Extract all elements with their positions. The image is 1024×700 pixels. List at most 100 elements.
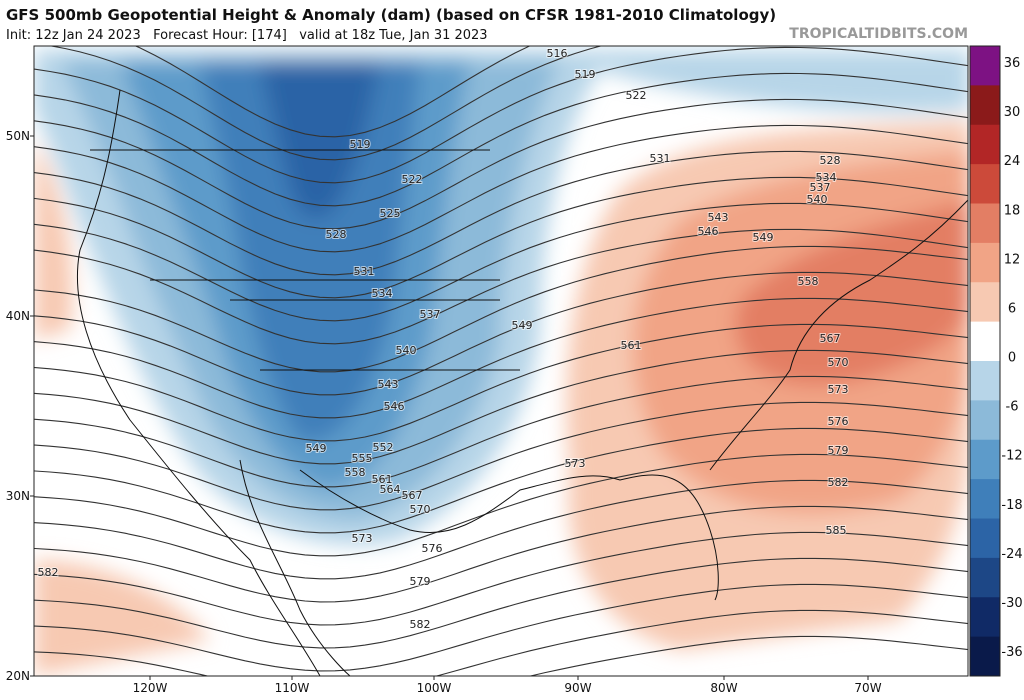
contour-label: 531 — [354, 265, 375, 278]
colorbar-segment — [970, 557, 1000, 598]
contour-line — [34, 228, 968, 345]
contour-label: 534 — [816, 171, 837, 184]
lon-label: 70W — [854, 681, 881, 695]
colorbar-segment — [970, 242, 1000, 283]
contour-label: 552 — [373, 441, 394, 454]
contour-line — [34, 401, 968, 511]
colorbar-segment — [970, 518, 1000, 559]
map-area — [34, 46, 968, 676]
colorbar-label: 6 — [1008, 301, 1016, 316]
contour-label: 525 — [380, 207, 401, 220]
contour-label: 582 — [828, 476, 849, 489]
contour-label: 531 — [650, 152, 671, 165]
contour-label: 555 — [352, 452, 373, 465]
colorbar-label: 12 — [1004, 252, 1021, 267]
contour-label: 576 — [422, 542, 443, 555]
colorbar-segment — [970, 636, 1000, 677]
colorbar-label: -30 — [1001, 596, 1022, 611]
contour-label: 522 — [626, 89, 647, 102]
lon-label: 90W — [564, 681, 591, 695]
colorbar-label: 24 — [1004, 154, 1021, 169]
colorbar-label: 30 — [1004, 105, 1021, 120]
contour-label: 546 — [698, 225, 719, 238]
subtitle: Init: 12z Jan 24 2023 Forecast Hour: [17… — [6, 28, 488, 43]
lon-label: 100W — [417, 681, 452, 695]
colorbar-segment — [970, 597, 1000, 638]
colorbar-label: -24 — [1001, 547, 1022, 562]
contour-label: 537 — [810, 181, 831, 194]
contour-label: 579 — [828, 444, 849, 457]
colorbar-label: -18 — [1001, 498, 1022, 513]
contour-label: 558 — [345, 466, 366, 479]
contour-label: 546 — [384, 400, 405, 413]
contour-label: 576 — [828, 415, 849, 428]
contour-line — [34, 557, 968, 649]
contour-line — [48, 46, 603, 161]
contour-line — [34, 427, 968, 534]
contour-label: 570 — [828, 356, 849, 369]
contour-line — [34, 72, 968, 207]
colorbar-segment — [970, 124, 1000, 165]
contour-line — [34, 271, 968, 396]
contour-label: 564 — [380, 483, 401, 496]
colorbar-segment — [970, 321, 1000, 362]
contour-label: 549 — [753, 231, 774, 244]
lon-label: 120W — [133, 681, 168, 695]
contour-label: 573 — [828, 383, 849, 396]
contour-label: 537 — [420, 308, 441, 321]
contour-label: 561 — [621, 339, 642, 352]
colorbar-segment — [970, 361, 1000, 401]
contour-label: 540 — [396, 344, 417, 357]
anomaly-shading — [34, 50, 968, 676]
contour-line — [34, 46, 968, 184]
contour-label: 585 — [826, 524, 847, 537]
contour-label: 519 — [350, 138, 371, 151]
contour-label: 543 — [708, 211, 729, 224]
contour-line — [34, 505, 968, 603]
contour-label: 549 — [306, 442, 327, 455]
contour-label: 573 — [352, 532, 373, 545]
contour-line — [34, 479, 968, 580]
colorbar-segment — [970, 164, 1000, 204]
lat-label: 30N — [6, 489, 30, 503]
colorbar-segment — [970, 46, 1000, 86]
colorbar-frame — [969, 45, 1001, 677]
lat-label: 50N — [6, 129, 30, 143]
contour-line — [34, 453, 968, 557]
lat-label: 20N — [6, 669, 30, 683]
contour-label: 543 — [378, 378, 399, 391]
contour-line — [34, 150, 968, 276]
contour-label: 582 — [410, 618, 431, 631]
contour-label: 522 — [402, 173, 423, 186]
lat-label: 40N — [6, 309, 30, 323]
contour-label: 540 — [807, 193, 828, 206]
watermark: TROPICALTIDBITS.COM — [789, 26, 968, 42]
contour-line — [34, 98, 968, 230]
contour-label: 570 — [410, 503, 431, 516]
coastlines — [77, 89, 968, 676]
contour-label: 534 — [372, 287, 393, 300]
colorbar-label: 0 — [1008, 351, 1016, 366]
contour-line — [34, 323, 968, 442]
contour-line — [34, 375, 968, 488]
contour-label: 579 — [410, 575, 431, 588]
contour-label: 516 — [547, 47, 568, 60]
colorbar-label: 18 — [1004, 203, 1021, 218]
contour-line — [134, 46, 531, 138]
contour-label: 528 — [326, 228, 347, 241]
contour-label: 558 — [798, 275, 819, 288]
height-contours — [34, 46, 968, 676]
contour-line — [34, 245, 968, 373]
lon-label: 110W — [275, 681, 310, 695]
colorbar-label: 36 — [1004, 56, 1021, 71]
colorbar-segment — [970, 400, 1000, 441]
colorbar-segment — [970, 439, 1000, 480]
contour-line — [34, 202, 968, 322]
contour-label: 528 — [820, 154, 841, 167]
contour-label: 582 — [38, 566, 59, 579]
contour-line — [34, 349, 968, 465]
contour-label: 561 — [372, 473, 393, 486]
colorbar-segment — [970, 282, 1000, 323]
